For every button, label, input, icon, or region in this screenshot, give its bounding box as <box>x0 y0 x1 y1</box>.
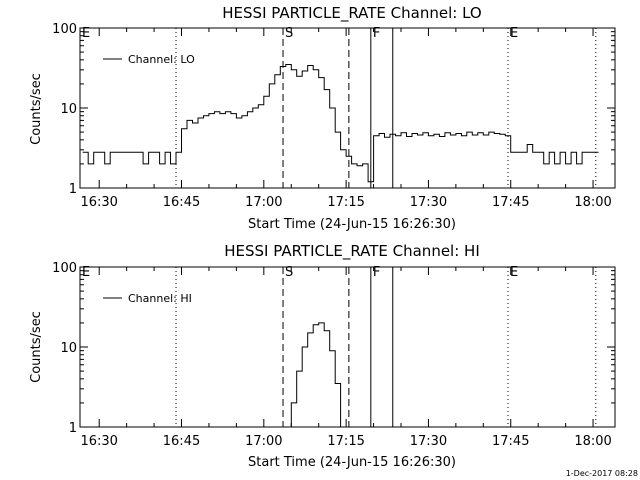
event-marker-label: S <box>285 265 293 280</box>
chart-title: HESSI PARTICLE_RATE Channel: HI <box>224 242 480 261</box>
panel-hi: HESSI PARTICLE_RATE Channel: HI Counts/s… <box>29 242 616 470</box>
x-tick-label: 18:00 <box>574 434 611 449</box>
x-tick-label: 16:45 <box>163 434 200 449</box>
data-series-line <box>82 64 599 183</box>
chart-title: HESSI PARTICLE_RATE Channel: LO <box>222 4 481 23</box>
legend-label: Channel: HI <box>128 292 192 305</box>
x-tick-label: 17:30 <box>410 434 447 449</box>
x-axis-label: Start Time (24-Jun-15 16:26:30) <box>248 455 456 470</box>
event-marker-label: F <box>373 265 380 280</box>
y-axis-label: Counts/sec <box>29 73 44 145</box>
legend: Channel: LO <box>103 53 195 66</box>
x-tick-label: 17:45 <box>492 195 529 210</box>
y-tick-label: 100 <box>52 22 77 37</box>
x-tick-label: 17:30 <box>410 195 447 210</box>
y-tick-label: 100 <box>52 261 77 276</box>
y-tick-label: 10 <box>60 341 77 356</box>
x-tick-label: 17:15 <box>327 195 364 210</box>
panel-lo: HESSI PARTICLE_RATE Channel: LO Counts/s… <box>29 4 616 232</box>
event-marker-label: E <box>510 265 518 280</box>
event-marker-label: E <box>82 265 90 280</box>
x-tick-label: 18:00 <box>574 195 611 210</box>
legend-label: Channel: LO <box>128 53 195 66</box>
y-tick-label: 10 <box>60 102 77 117</box>
y-tick-label: 1 <box>69 182 77 197</box>
data-series-line <box>285 322 347 428</box>
plot-frame <box>79 266 616 428</box>
x-tick-label: 17:00 <box>245 434 282 449</box>
date-stamp: 1-Dec-2017 08:28 <box>566 469 638 478</box>
event-marker-label: E <box>510 26 518 41</box>
x-tick-label: 16:30 <box>80 195 117 210</box>
y-tick-label: 1 <box>69 421 77 436</box>
event-marker-label: S <box>285 26 293 41</box>
x-tick-label: 17:45 <box>492 434 529 449</box>
x-tick-label: 16:30 <box>80 434 117 449</box>
x-tick-label: 17:00 <box>245 195 282 210</box>
x-axis-label: Start Time (24-Jun-15 16:26:30) <box>248 217 456 232</box>
y-axis-label: Counts/sec <box>29 311 44 383</box>
event-marker-label: F <box>373 26 380 41</box>
event-marker-label: E <box>82 26 90 41</box>
x-tick-label: 17:15 <box>327 434 364 449</box>
legend: Channel: HI <box>103 292 192 305</box>
x-tick-label: 16:45 <box>163 195 200 210</box>
